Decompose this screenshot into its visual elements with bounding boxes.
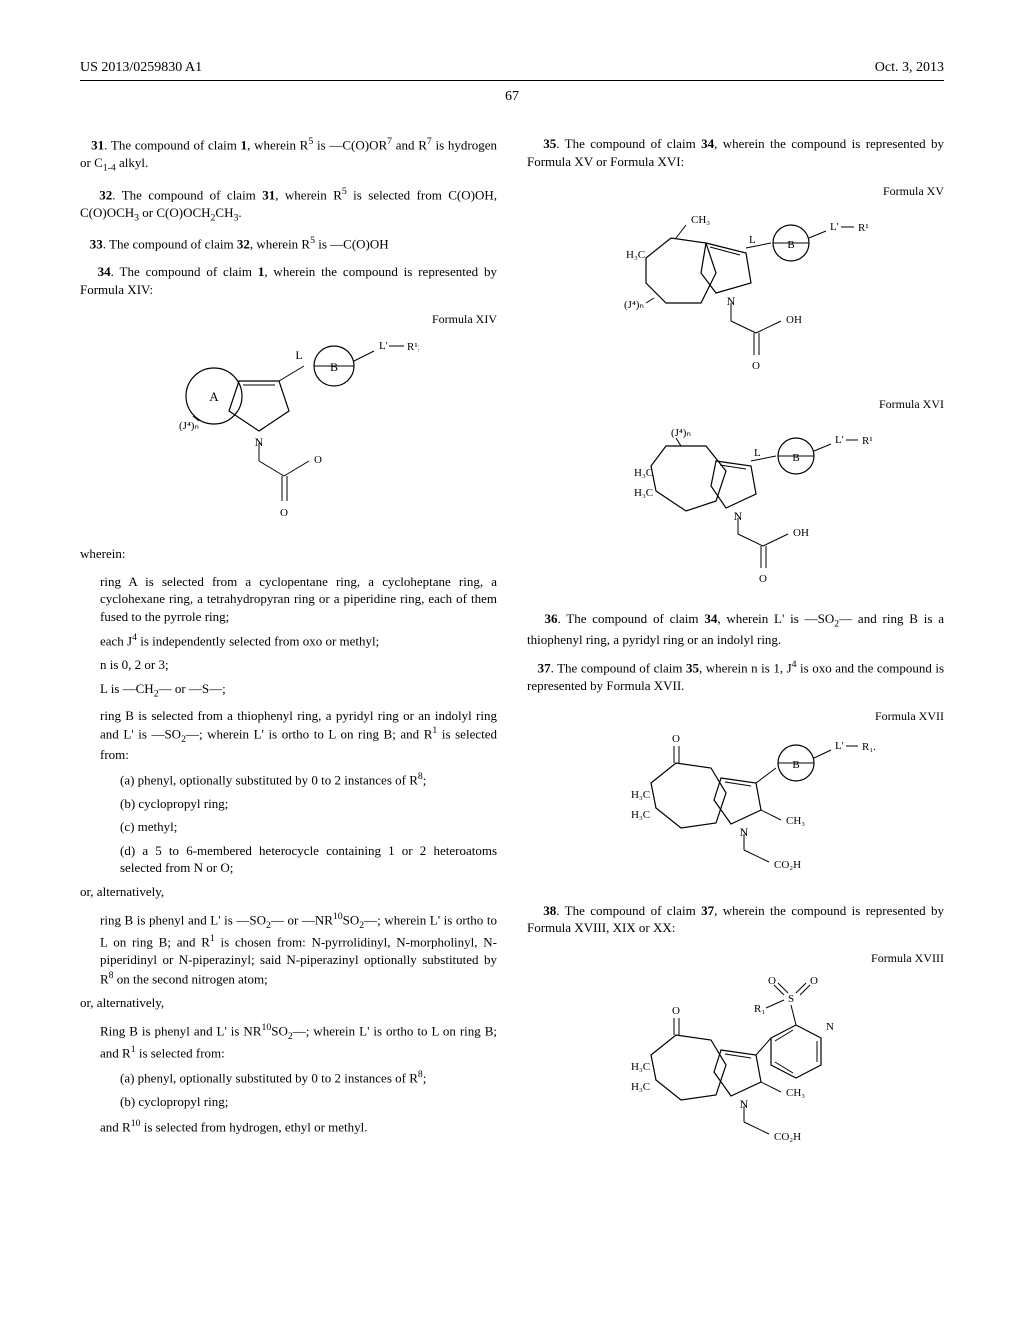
svg-text:CO₂H: CO₂H [774, 859, 801, 871]
svg-text:R¹;: R¹; [407, 341, 419, 353]
claim-37: 37. The compound of claim 35, wherein n … [527, 658, 944, 694]
claim-36: 36. The compound of claim 34, wherein L'… [527, 610, 944, 648]
svg-text:OH: OH [786, 314, 802, 326]
formula-xvii-label: Formula XVII [527, 709, 944, 724]
svg-text:(J⁴)ₙ: (J⁴)ₙ [624, 299, 644, 311]
svg-text:R¹: R¹ [862, 435, 873, 447]
formula-xv-label: Formula XV [527, 184, 944, 199]
formula-xv: Formula XV H₃C CH₃ (J⁴)ₙ N L B L' [527, 184, 944, 383]
svg-text:CH₃: CH₃ [786, 815, 805, 827]
svg-text:OH: OH [793, 527, 809, 539]
svg-text:H₃C: H₃C [634, 467, 653, 479]
svg-text:CH₃: CH₃ [691, 214, 710, 226]
svg-text:B: B [787, 239, 794, 251]
svg-text:L: L [295, 348, 302, 362]
svg-text:L': L' [835, 740, 844, 752]
formula-xvi: Formula XVI H₃C H₃C (J⁴)ₙ N L B L' [527, 397, 944, 596]
svg-text:H₃C: H₃C [626, 249, 645, 261]
svg-text:S: S [788, 993, 794, 1005]
svg-text:L': L' [830, 221, 839, 233]
pub-number: US 2013/0259830 A1 [80, 60, 202, 76]
formula-xviii-label: Formula XVIII [527, 951, 944, 966]
formula-xvi-label: Formula XVI [527, 397, 944, 412]
svg-text:H₃C: H₃C [631, 809, 650, 821]
header: US 2013/0259830 A1 Oct. 3, 2013 [80, 60, 944, 81]
or-alt-2: or, alternatively, [80, 994, 497, 1012]
svg-text:H₃C: H₃C [634, 487, 653, 499]
svg-text:L': L' [379, 340, 388, 352]
ring-b-2: ring B is phenyl and L' is —SO2— or —NR1… [80, 910, 497, 987]
formula-xiv-svg: A (J⁴)ₙ N L B L' R¹; [159, 331, 419, 531]
c-methyl: (c) methyl; [80, 818, 497, 836]
svg-text:O: O [752, 360, 760, 372]
formula-xviii-svg: H₃C H₃C O N CH₃ N [596, 970, 876, 1170]
columns: 31. The compound of claim 1, wherein R5 … [80, 135, 944, 1184]
page-number: 67 [80, 89, 944, 105]
or-alt-1: or, alternatively, [80, 883, 497, 901]
svg-text:O: O [810, 975, 818, 987]
svg-text:O: O [280, 507, 288, 519]
svg-text:H₃C: H₃C [631, 1061, 650, 1073]
claim-35: 35. The compound of claim 34, wherein th… [527, 135, 944, 170]
svg-text:L: L [754, 447, 761, 459]
n-is: n is 0, 2 or 3; [80, 656, 497, 674]
svg-text:O: O [768, 975, 776, 987]
claim-38: 38. The compound of claim 37, wherein th… [527, 902, 944, 937]
claim-33: 33. The compound of claim 32, wherein R5… [80, 234, 497, 253]
svg-text:H₃C: H₃C [631, 789, 650, 801]
formula-xviii: Formula XVIII H₃C H₃C O N CH₃ [527, 951, 944, 1170]
svg-text:L: L [749, 234, 756, 246]
svg-text:CO₂H: CO₂H [774, 1131, 801, 1143]
svg-text:B: B [792, 759, 799, 771]
formula-xiv: Formula XIV A (J⁴)ₙ N L B L' [80, 312, 497, 531]
b-cyclo: (b) cyclopropyl ring; [80, 795, 497, 813]
formula-xiv-label: Formula XIV [80, 312, 497, 327]
a-phenyl-2: (a) phenyl, optionally substituted by 0 … [80, 1068, 497, 1087]
b-cyclo-2: (b) cyclopropyl ring; [80, 1093, 497, 1111]
wherein: wherein: [80, 545, 497, 563]
r10: and R10 is selected from hydrogen, ethyl… [80, 1117, 497, 1136]
left-column: 31. The compound of claim 1, wherein R5 … [80, 135, 497, 1184]
ring-b-1: ring B is selected from a thiophenyl rin… [80, 707, 497, 764]
pub-date: Oct. 3, 2013 [875, 60, 944, 76]
claim-34: 34. The compound of claim 1, wherein the… [80, 263, 497, 298]
l-is: L is —CH2— or —S—; [80, 680, 497, 701]
formula-xvi-svg: H₃C H₃C (J⁴)ₙ N L B L' R¹ [596, 416, 876, 596]
svg-text:O: O [314, 454, 322, 466]
a-phenyl: (a) phenyl, optionally substituted by 0 … [80, 770, 497, 789]
ring-a-def: ring A is selected from a cyclopentane r… [80, 573, 497, 626]
svg-text:O: O [759, 573, 767, 585]
svg-text:B: B [792, 452, 799, 464]
ring-b-3: Ring B is phenyl and L' is NR10SO2—; whe… [80, 1021, 497, 1062]
svg-text:O: O [672, 733, 680, 745]
svg-text:H₃C: H₃C [631, 1081, 650, 1093]
svg-text:CH₃: CH₃ [786, 1087, 805, 1099]
claim-31: 31. The compound of claim 1, wherein R5 … [80, 135, 497, 175]
svg-text:O: O [672, 1005, 680, 1017]
svg-text:R¹: R¹ [858, 222, 869, 234]
formula-xvii-svg: H₃C H₃C O N CH₃ B L' [596, 728, 876, 888]
svg-text:L': L' [835, 434, 844, 446]
formula-xvii: Formula XVII H₃C H₃C O N CH₃ [527, 709, 944, 888]
svg-text:R₁.: R₁. [862, 741, 876, 753]
svg-text:N: N [826, 1021, 834, 1033]
each-j4: each J4 is independently selected from o… [80, 631, 497, 650]
svg-text:(J⁴)ₙ: (J⁴)ₙ [179, 420, 199, 432]
right-column: 35. The compound of claim 34, wherein th… [527, 135, 944, 1184]
svg-text:A: A [209, 389, 219, 404]
svg-text:R₁: R₁ [754, 1003, 765, 1015]
svg-text:(J⁴)ₙ: (J⁴)ₙ [671, 427, 691, 439]
formula-xv-svg: H₃C CH₃ (J⁴)ₙ N L B L' R¹ [596, 203, 876, 383]
svg-text:B: B [329, 360, 337, 374]
claim-32: 32. The compound of claim 31, wherein R5… [80, 185, 497, 225]
d-hetero: (d) a 5 to 6-membered heterocycle contai… [80, 842, 497, 877]
